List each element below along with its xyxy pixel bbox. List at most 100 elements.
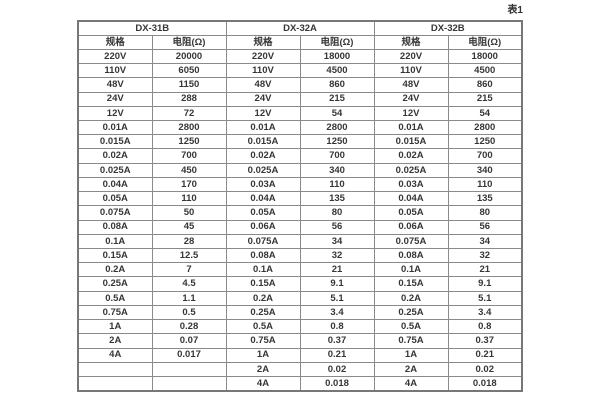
resistance-cell: 700 (151, 148, 227, 164)
table-row: 1A 0.28 0.5A 0.8 0.5A 0.8 (77, 319, 523, 335)
resistance-cell: 0.018 (447, 375, 523, 392)
spec-cell: 0.2A (77, 262, 153, 278)
resistance-cell: 860 (447, 77, 523, 93)
spec-cell: 0.25A (373, 304, 449, 321)
table-row: 2A 0.02 2A 0.02 (77, 361, 523, 377)
spec-header-cell: 规格 (77, 34, 153, 50)
spec-cell: 0.08A (373, 247, 449, 264)
table-row: 110V 6050 110V 4500 110V 4500 (77, 63, 523, 79)
resistance-cell: 80 (299, 205, 375, 221)
spec-cell: 110V (77, 63, 153, 79)
resistance-cell: 5.1 (299, 290, 375, 306)
resistance-cell: 340 (299, 162, 375, 178)
table-row: 4A 0.017 1A 0.21 1A 0.21 (77, 347, 523, 363)
spec-cell: 4A (373, 375, 449, 392)
spec-cell: 0.15A (225, 276, 301, 292)
spec-cell: 24V (225, 91, 301, 107)
resistance-cell: 1150 (151, 77, 227, 93)
resistance-cell: 34 (299, 233, 375, 250)
resistance-cell: 0.8 (299, 319, 375, 335)
spec-cell: 0.02A (225, 148, 301, 164)
resistance-cell: 215 (447, 91, 523, 107)
spec-cell (77, 375, 153, 392)
resistance-cell: 2800 (299, 120, 375, 136)
group-header-cell: DX-31B (77, 20, 227, 36)
resistance-cell: 3.4 (447, 304, 523, 321)
resistance-cell: 450 (151, 162, 227, 178)
resistance-cell: 54 (299, 105, 375, 122)
resistance-cell: 72 (151, 105, 227, 122)
spec-cell: 0.075A (373, 233, 449, 250)
table-row: 0.15A 12.5 0.08A 32 0.08A 32 (77, 247, 523, 264)
resistance-cell: 56 (447, 219, 523, 235)
spec-cell: 0.015A (225, 134, 301, 150)
spec-cell: 2A (373, 361, 449, 377)
spec-cell: 220V (77, 48, 153, 65)
table-row: 2A 0.07 0.75A 0.37 0.75A 0.37 (77, 333, 523, 349)
table-row: 4A 0.018 4A 0.018 (77, 375, 523, 392)
spec-cell: 0.1A (77, 233, 153, 250)
resistance-cell: 0.017 (151, 347, 227, 363)
spec-cell: 0.06A (225, 219, 301, 235)
resistance-cell: 3.4 (299, 304, 375, 321)
spec-cell: 0.02A (373, 148, 449, 164)
table-header: DX-31B DX-32A DX-32B 规格 电阻(Ω) 规格 电阻(Ω) 规格 电阻(Ω) (77, 20, 523, 50)
spec-cell: 4A (77, 347, 153, 363)
resistance-cell (151, 361, 227, 377)
table-row: 0.08A 45 0.06A 56 0.06A 56 (77, 219, 523, 235)
spec-cell: 220V (373, 48, 449, 65)
table-row: 0.025A 450 0.025A 340 0.025A 340 (77, 162, 523, 178)
table-row: 0.25A 4.5 0.15A 9.1 0.15A 9.1 (77, 276, 523, 292)
resistance-cell: 135 (299, 191, 375, 207)
resistance-cell: 2800 (151, 120, 227, 136)
resistance-cell: 1250 (151, 134, 227, 150)
table-row: 0.05A 110 0.04A 135 0.04A 135 (77, 191, 523, 207)
relay-resistance-table: DX-31B DX-32A DX-32B 规格 电阻(Ω) 规格 电阻(Ω) 规格 电阻(Ω) … (77, 20, 523, 392)
table-row: 48V 1150 48V 860 48V 860 (77, 77, 523, 93)
resistance-cell: 7 (151, 262, 227, 278)
group-header-cell: DX-32A (225, 20, 375, 36)
spec-cell: 0.01A (225, 120, 301, 136)
spec-cell: 24V (77, 91, 153, 107)
spec-cell: 110V (373, 63, 449, 79)
spec-cell: 0.05A (77, 191, 153, 207)
spec-cell: 0.15A (373, 276, 449, 292)
resistance-cell: 1250 (299, 134, 375, 150)
spec-cell: 0.15A (77, 247, 153, 264)
spec-header-cell: 规格 (225, 34, 301, 50)
table-body: 220V 20000 220V 18000 220V 18000 110V 6050 110V 4… (77, 48, 523, 392)
resistance-cell: 0.37 (447, 333, 523, 349)
spec-cell: 24V (373, 91, 449, 107)
spec-cell: 0.08A (225, 247, 301, 264)
spec-cell (77, 361, 153, 377)
spec-cell: 2A (225, 361, 301, 377)
resistance-cell: 4500 (447, 63, 523, 79)
resistance-cell: 0.8 (447, 319, 523, 335)
spec-cell: 0.075A (77, 205, 153, 221)
resistance-cell: 110 (447, 176, 523, 193)
group-header-cell: DX-32B (373, 20, 523, 36)
resistance-cell: 45 (151, 219, 227, 235)
table-row: 0.015A 1250 0.015A 1250 0.015A 1250 (77, 134, 523, 150)
resistance-cell: 0.02 (447, 361, 523, 377)
table-row: 0.04A 170 0.03A 110 0.03A 110 (77, 176, 523, 193)
resistance-cell: 1.1 (151, 290, 227, 306)
resistance-cell: 28 (151, 233, 227, 250)
resistance-cell: 110 (151, 191, 227, 207)
spec-cell: 0.01A (373, 120, 449, 136)
spec-cell: 1A (373, 347, 449, 363)
spec-cell: 0.02A (77, 148, 153, 164)
resistance-cell: 56 (299, 219, 375, 235)
resistance-cell: 0.21 (299, 347, 375, 363)
resistance-cell: 18000 (447, 48, 523, 65)
table-row: 24V 288 24V 215 24V 215 (77, 91, 523, 107)
resistance-cell: 9.1 (299, 276, 375, 292)
spec-cell: 0.2A (225, 290, 301, 306)
spec-header-cell: 规格 (373, 34, 449, 50)
spec-cell: 0.05A (373, 205, 449, 221)
spec-cell: 12V (225, 105, 301, 122)
spec-cell: 0.75A (225, 333, 301, 349)
spec-cell: 0.5A (225, 319, 301, 335)
resistance-cell: 0.5 (151, 304, 227, 321)
